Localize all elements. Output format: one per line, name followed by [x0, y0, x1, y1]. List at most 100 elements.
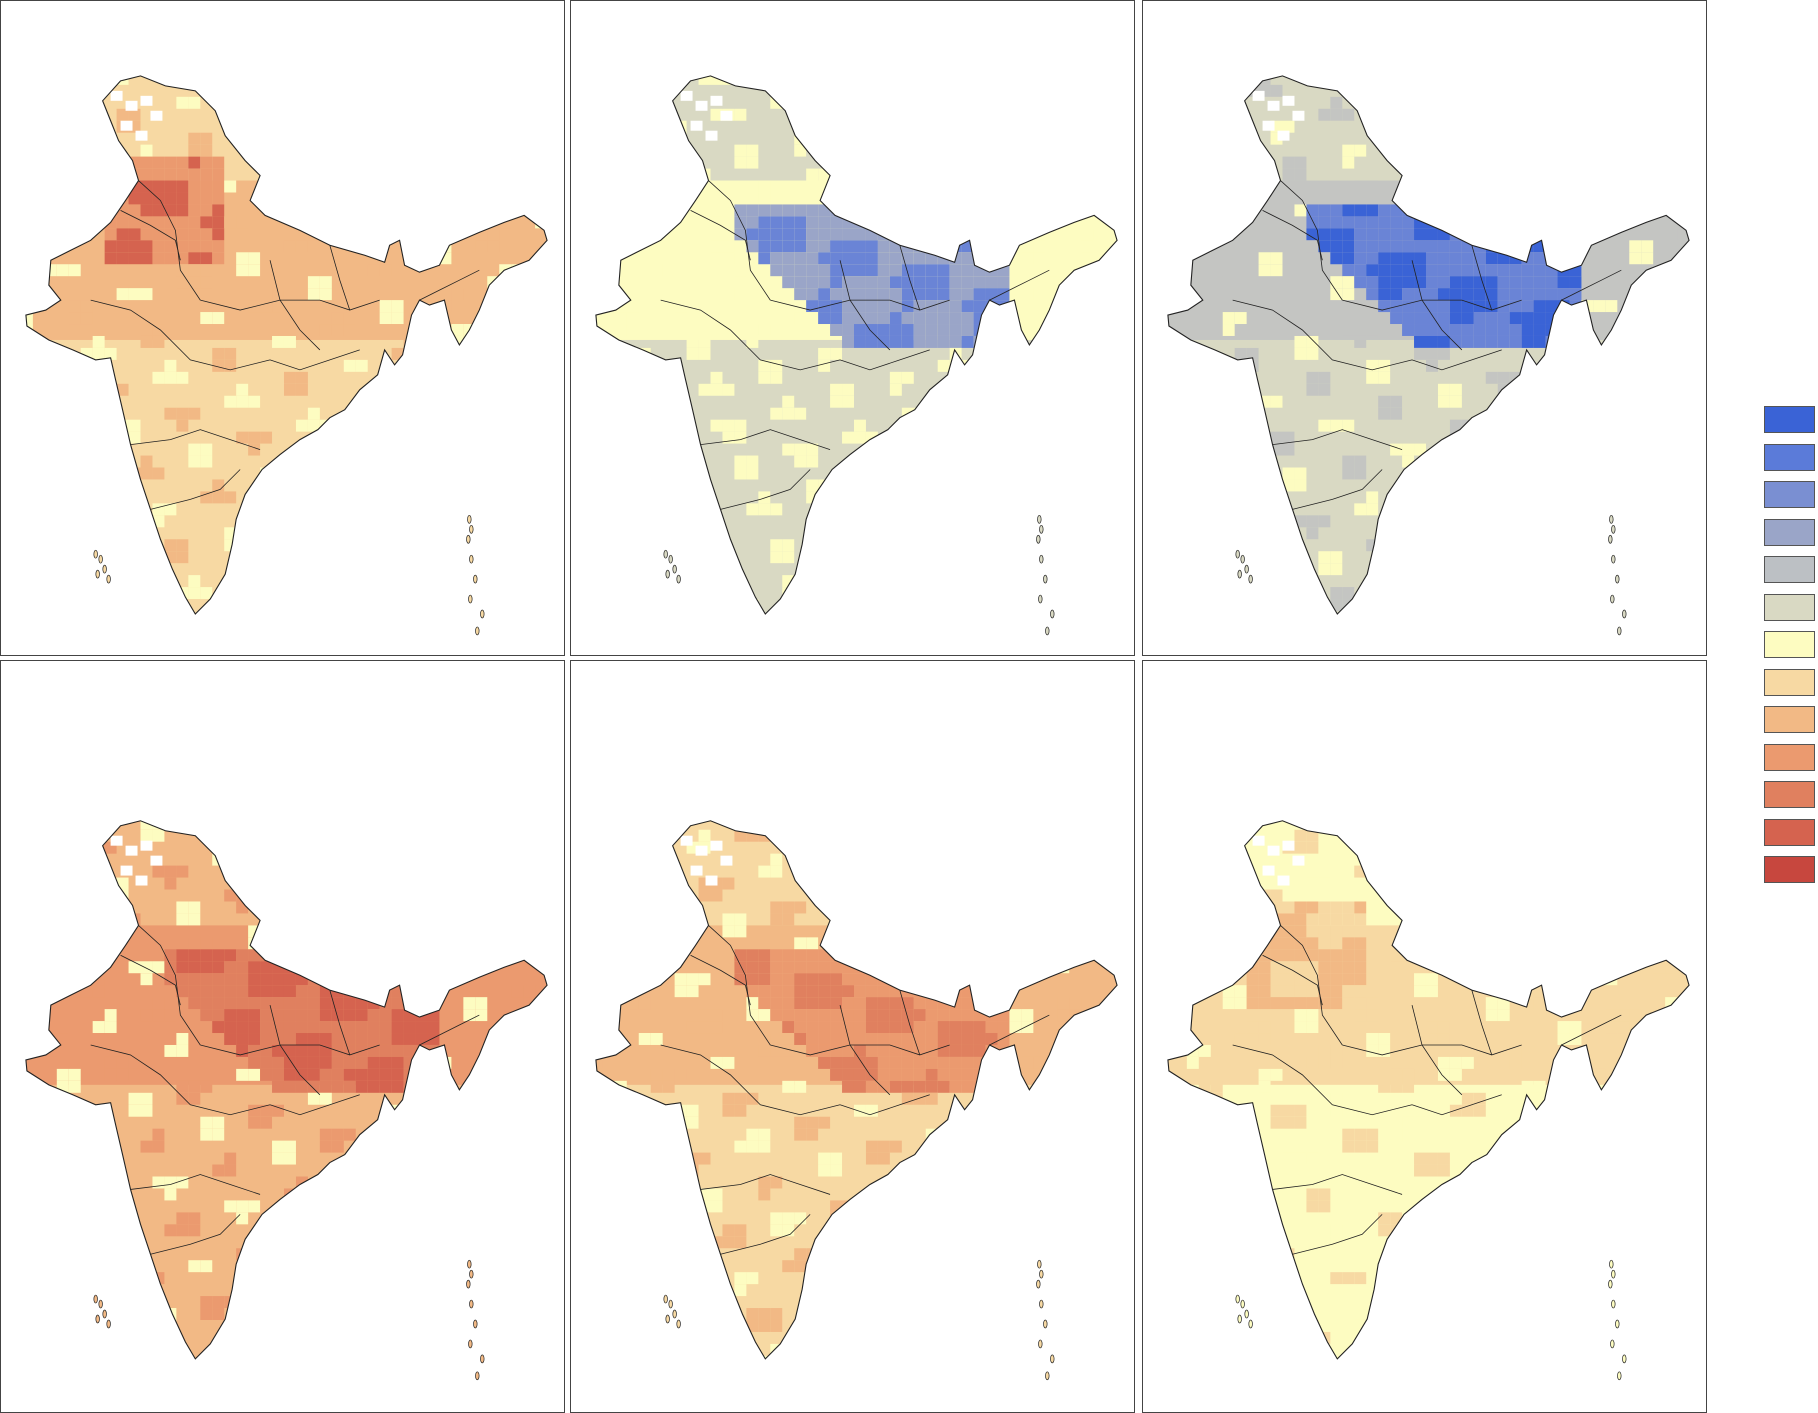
grid-cell	[164, 1355, 177, 1359]
grid-cell	[949, 527, 962, 540]
grid-cell	[439, 431, 452, 444]
grid-cell	[355, 1056, 368, 1069]
grid-cell	[1402, 820, 1415, 830]
grid-cell	[1437, 216, 1450, 229]
grid-cell	[391, 1152, 404, 1165]
grid-cell	[949, 491, 962, 504]
grid-cell	[283, 1080, 296, 1093]
grid-cell	[1641, 252, 1654, 265]
grid-cell	[68, 1068, 81, 1081]
grid-cell	[1629, 383, 1642, 396]
grid-cell	[1414, 216, 1426, 229]
grid-cell	[367, 1044, 380, 1057]
grid-cell	[1593, 479, 1606, 492]
grid-cell	[626, 180, 639, 193]
grid-cell	[248, 1056, 261, 1069]
grid-cell	[1689, 1308, 1701, 1320]
grid-cell	[901, 335, 914, 348]
grid-cell	[1689, 1045, 1701, 1057]
grid-cell	[1306, 841, 1319, 854]
grid-cell	[1167, 610, 1175, 614]
island	[1235, 1294, 1240, 1304]
grid-cell	[260, 949, 273, 962]
grid-cell	[1569, 204, 1582, 217]
grid-cell	[1246, 937, 1259, 950]
grid-cell	[487, 587, 500, 600]
grid-cell	[1605, 1009, 1618, 1022]
grid-cell	[662, 610, 675, 614]
grid-cell	[427, 120, 440, 133]
grid-cell	[782, 204, 795, 217]
grid-cell	[1461, 1092, 1474, 1105]
grid-cell	[236, 252, 249, 265]
grid-cell	[1689, 551, 1701, 563]
grid-cell	[1105, 96, 1118, 109]
grid-cell	[734, 467, 747, 480]
grid-cell	[614, 1092, 627, 1105]
grid-cell	[794, 1116, 807, 1129]
grid-cell	[1210, 276, 1223, 289]
grid-cell	[1425, 240, 1438, 253]
grid-cell	[1533, 180, 1546, 193]
grid-cell	[1629, 551, 1642, 564]
grid-cell	[1330, 1044, 1343, 1057]
grid-cell	[949, 1009, 962, 1022]
grid-cell	[439, 419, 452, 432]
grid-cell	[415, 515, 428, 528]
state-border	[419, 1014, 480, 1046]
grid-cell	[104, 1331, 117, 1344]
grid-cell	[877, 467, 890, 480]
grid-cell	[92, 527, 105, 540]
grid-cell	[1557, 1164, 1570, 1177]
grid-cell	[152, 240, 165, 253]
grid-cell	[1210, 1224, 1223, 1237]
grid-cell	[1366, 503, 1379, 516]
grid-cell	[830, 973, 843, 986]
grid-cell	[248, 395, 261, 408]
grid-cell	[451, 455, 464, 468]
grid-cell	[331, 312, 344, 325]
grid-cell	[176, 61, 188, 73]
grid-cell	[818, 1009, 831, 1022]
grid-cell	[961, 1044, 974, 1057]
grid-cell	[1306, 335, 1319, 348]
grid-cell	[331, 503, 344, 516]
grid-cell	[1533, 1080, 1546, 1093]
island	[1039, 524, 1044, 534]
grid-cell	[937, 276, 950, 289]
grid-cell	[283, 204, 296, 217]
grid-cell	[1665, 1092, 1678, 1105]
state-border	[269, 260, 321, 351]
grid-cell	[602, 1272, 615, 1285]
grid-cell	[1402, 276, 1415, 289]
grid-cell	[415, 1080, 428, 1093]
grid-cell	[1021, 527, 1034, 540]
grid-cell	[1210, 264, 1223, 277]
grid-cell	[1689, 1344, 1701, 1356]
grid-cell	[1093, 539, 1106, 552]
grid-cell	[806, 443, 819, 456]
grid-cell	[403, 1296, 416, 1309]
grid-cell	[391, 1033, 404, 1045]
grid-cell	[403, 204, 416, 217]
grid-cell	[770, 1308, 783, 1320]
grid-cell	[415, 204, 428, 217]
grid-cell	[451, 599, 464, 611]
grid-cell	[379, 1009, 392, 1022]
grid-cell	[1689, 97, 1701, 109]
grid-cell	[782, 1224, 795, 1237]
island	[469, 524, 474, 534]
grid-cell	[1174, 335, 1187, 348]
grid-cell	[260, 479, 273, 492]
grid-cell	[595, 1355, 603, 1359]
grid-cell	[200, 973, 213, 986]
grid-cell	[853, 228, 866, 241]
grid-cell	[710, 383, 723, 396]
grid-cell	[80, 1284, 93, 1297]
grid-cell	[638, 491, 651, 504]
state-border	[1272, 429, 1403, 450]
grid-cell	[937, 288, 950, 301]
grid-cell	[1593, 1068, 1606, 1081]
grid-cell	[937, 204, 950, 217]
grid-cell	[1117, 1129, 1129, 1141]
